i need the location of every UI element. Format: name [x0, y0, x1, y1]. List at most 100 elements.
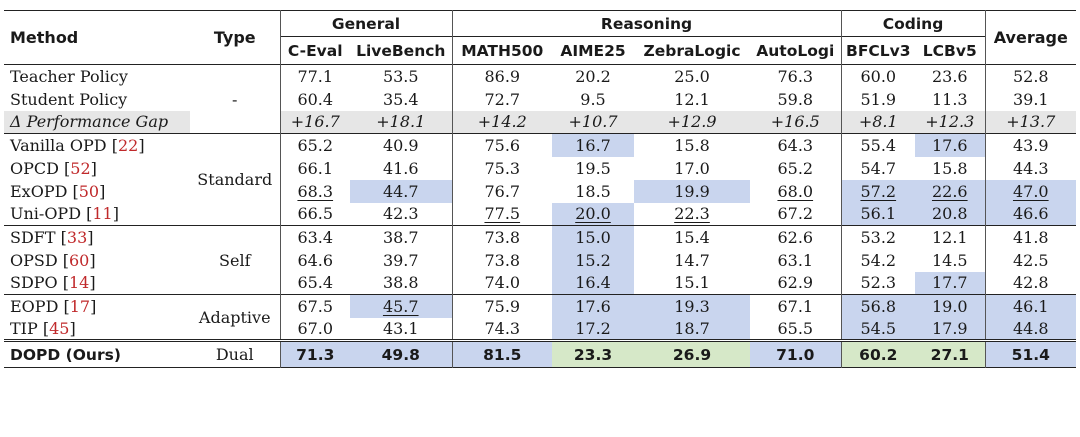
citation-link[interactable]: 52 [70, 158, 91, 178]
table-cell: 20.8 [915, 202, 986, 226]
method-cell: OPSD [60] [10, 250, 96, 270]
table-row: Teacher Policy -77.1 53.5 86.9 20.2 25.0 76.3 6… [4, 64, 1077, 134]
cell-value: 14.5 [931, 250, 968, 270]
cell-value: 38.8 [382, 273, 419, 293]
table-row: ExOPD [50] 68.3 44.7 76.7 18.5 19.9 68.0 57.2 22… [4, 179, 1077, 203]
table-cell: 27.1 [915, 340, 986, 368]
table-cell: 47.0 [985, 179, 1077, 203]
method-name: Student Policy [10, 89, 128, 109]
citation-link[interactable]: 17 [69, 296, 91, 316]
cell-value: 17.0 [674, 158, 710, 178]
table-cell: 81.5 [452, 340, 553, 368]
table-cell: 51.4 [985, 340, 1077, 368]
cell-value: 20.8 [931, 204, 968, 224]
cell-value: 56.8 [860, 296, 897, 316]
group-header-coding: Coding [841, 10, 986, 37]
table-cell: 22.6 [915, 179, 986, 203]
method-name: ExOPD [10, 181, 68, 201]
type-header: Type [190, 10, 281, 65]
cell-value: 39.1 [1012, 89, 1049, 109]
method-cell: Student Policy [4, 88, 190, 111]
cell-value: 44.8 [1012, 318, 1049, 338]
table-cell: 65.5 [750, 317, 842, 341]
table-cell: 77.1 [280, 65, 350, 88]
table-cell: 86.9 [452, 65, 552, 88]
method-cell: SDFT [33] [10, 227, 94, 247]
table-cell: 11.3 [915, 87, 986, 111]
cell-value: 73.8 [484, 250, 521, 270]
table-cell: 73.8 [452, 249, 552, 272]
cell-value: 56.1 [860, 204, 897, 224]
table-cell: 12.1 [634, 88, 750, 111]
table-row: OPCD [52] 66.1 41.6 75.3 19.5 17.0 65.2 54.7 15.… [4, 156, 1076, 180]
cell-value: 22.3 [674, 204, 710, 224]
table-row: Uni-OPD [11] 66.5 42.3 77.5 20.0 22.3 67.2 56.1… [4, 202, 1077, 226]
table-cell: 51.9 [841, 88, 915, 111]
cell-value: +14.2 [477, 112, 527, 132]
type-cell: Dual [190, 340, 281, 368]
table-cell: 44.7 [350, 179, 453, 203]
table-cell: 19.5 [552, 157, 634, 180]
type-cell: - [190, 64, 281, 134]
cell-value: 19.9 [674, 181, 710, 201]
table-row: EOPD [17] Adaptive 67.5 45.7 75.9 17.6 19.3 67.… [4, 294, 1077, 341]
cell-value: 65.4 [297, 273, 334, 293]
citation-link[interactable]: 11 [92, 204, 113, 224]
table-cell: 56.1 [841, 202, 916, 226]
table-cell: 67.5 [280, 295, 350, 318]
table-cell: 19.3 [634, 294, 751, 318]
cell-value: 57.2 [860, 181, 897, 201]
cell-value: +8.1 [858, 112, 898, 132]
method-name: OPSD [10, 250, 58, 270]
cell-value: 15.4 [674, 227, 710, 247]
column-header-aime25: AIME25 [552, 36, 635, 65]
table-cell: 60.0 [841, 65, 915, 88]
table-cell: 53.5 [350, 64, 453, 88]
cell-value: 15.1 [674, 273, 710, 293]
cell-value: 43.9 [1012, 135, 1049, 155]
cell-value: 16.4 [575, 273, 611, 293]
table-cell: 75.9 [452, 295, 552, 318]
cell-value: 42.3 [382, 204, 419, 224]
citation-link[interactable]: 45 [49, 318, 70, 338]
citation-link[interactable]: 33 [66, 227, 88, 247]
table-cell: 23.6 [915, 64, 986, 88]
cell-value: 62.6 [777, 227, 814, 247]
method-name: SDFT [10, 227, 56, 247]
method-name: EOPD [10, 296, 59, 316]
cell-value: 75.6 [484, 135, 521, 155]
table-cell: 55.4 [841, 134, 915, 157]
cell-value: 11.3 [931, 89, 968, 109]
table-cell: 39.1 [985, 88, 1076, 111]
table-cell: 44.8 [985, 317, 1077, 341]
cell-value: 74.3 [484, 318, 521, 338]
table-cell: 76.3 [750, 64, 842, 88]
table-cell: 15.8 [915, 156, 986, 180]
method-name: Δ Performance Gap [10, 112, 169, 132]
cell-value: 64.3 [777, 135, 814, 155]
cell-value: 18.5 [575, 181, 611, 201]
cell-value: 66.5 [297, 204, 334, 224]
cell-value: +10.7 [568, 112, 618, 132]
table-cell: 22.3 [634, 203, 750, 226]
table-cell: +13.7 [985, 110, 1077, 134]
table-cell: 23.3 [552, 340, 635, 368]
cell-value: 25.0 [674, 66, 710, 86]
citation-link[interactable]: 60 [69, 250, 90, 270]
cell-value: 51.9 [860, 89, 897, 109]
cell-value: +18.1 [376, 112, 426, 132]
cell-value: 52.8 [1012, 66, 1049, 86]
citation-link[interactable]: 22 [117, 135, 139, 155]
cell-value: 68.0 [777, 181, 814, 201]
cell-value: 60.0 [860, 66, 897, 86]
table-cell: 45.7 [350, 294, 453, 318]
table-cell: +18.1 [350, 110, 453, 134]
cell-value: 54.7 [860, 158, 897, 178]
table-row-ours: DOPD (Ours) Dual 71.3 49.8 81.5 23.3 26.9 71.0 6… [4, 340, 1077, 368]
citation-link[interactable]: 50 [78, 181, 100, 201]
cell-value: 16.7 [575, 135, 611, 155]
table-cell: 71.0 [750, 340, 842, 368]
table-cell: 46.1 [985, 294, 1077, 318]
table-cell: 15.8 [634, 134, 750, 157]
citation-link[interactable]: 14 [69, 273, 90, 293]
